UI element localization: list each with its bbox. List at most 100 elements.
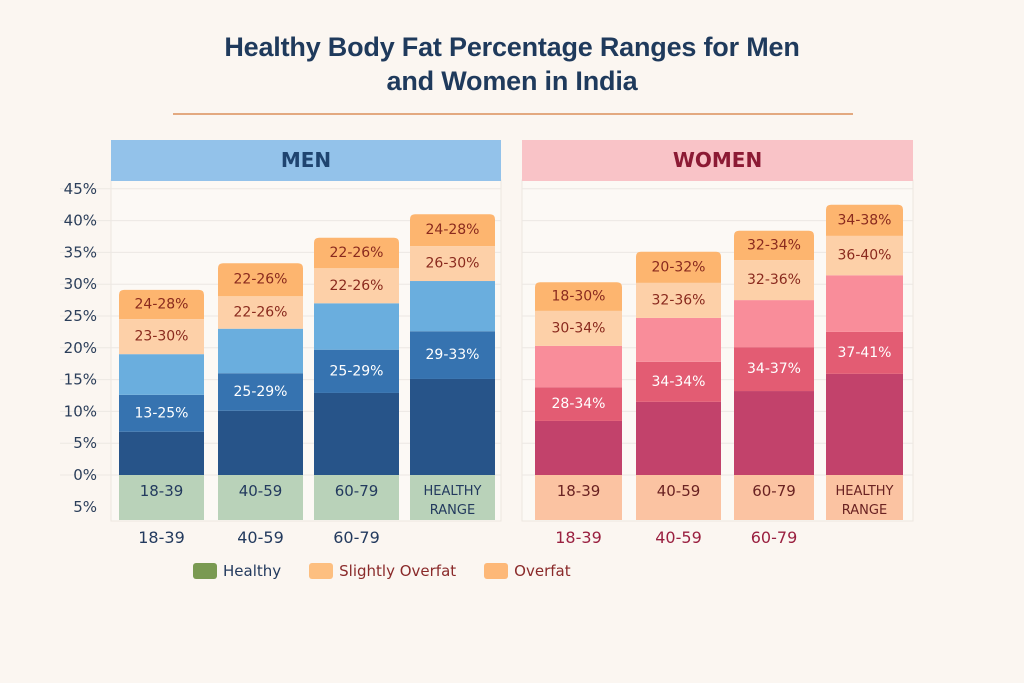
- legend-swatch-healthy: [193, 563, 217, 579]
- y-tick-label: 0%: [73, 466, 97, 484]
- legend-item-slightly-overfat: Slightly Overfat: [309, 562, 456, 580]
- chart-title-line-2: and Women in India: [386, 66, 638, 96]
- women-segment-label: 18-30%: [552, 289, 606, 305]
- men-bar-segment: [218, 296, 303, 329]
- men-bar-segment: [314, 237, 399, 269]
- women-bar-segment: [826, 275, 903, 332]
- women-bar-segment: [535, 345, 622, 388]
- chart-title-line-1: Healthy Body Fat Percentage Ranges for M…: [224, 32, 800, 62]
- women-bar-segment: [636, 361, 721, 402]
- men-bar-segment: [410, 331, 495, 379]
- women-panel-header: [522, 140, 913, 181]
- women-segment-label: 34-37%: [747, 361, 801, 377]
- women-bar-segment: [636, 251, 721, 283]
- men-bar-segment: [218, 410, 303, 475]
- women-bar-segment: [734, 260, 814, 301]
- women-panel-title: WOMEN: [673, 148, 762, 172]
- y-tick-label: 10%: [64, 402, 97, 420]
- men-segment-label: 22-26%: [330, 278, 384, 294]
- men-bar-segment: [410, 214, 495, 247]
- y-tick-label: 25%: [64, 307, 97, 325]
- women-bar-base: [636, 475, 721, 520]
- women-bar-segment: [826, 235, 903, 276]
- title-divider: [173, 113, 853, 115]
- women-bar-base-label: 40-59: [657, 482, 701, 500]
- women-bar-segment: [826, 331, 903, 374]
- men-bar-segment: [218, 328, 303, 374]
- y-tick-label: 5%: [73, 434, 97, 452]
- women-segment-label: 34-34%: [652, 374, 706, 390]
- men-bar-base: [119, 475, 204, 520]
- women-bar-segment: [535, 387, 622, 421]
- y-tick-label: 20%: [64, 339, 97, 357]
- men-segment-label: 24-28%: [426, 222, 480, 238]
- men-segment-label: 29-33%: [426, 347, 480, 363]
- women-segment-label: 37-41%: [838, 345, 892, 361]
- women-segment-label: 32-36%: [652, 292, 706, 308]
- y-tick-label: 45%: [64, 180, 97, 198]
- women-category-label: 40-59: [655, 528, 702, 547]
- men-bar-segment: [218, 263, 303, 297]
- women-bar-base-label: RANGE: [842, 503, 887, 518]
- women-bar-segment: [734, 230, 814, 261]
- men-bar-segment: [218, 373, 303, 411]
- men-bar-segment: [119, 289, 204, 320]
- women-bar-base-label: 18-39: [557, 482, 601, 500]
- men-bar-segment: [314, 268, 399, 304]
- legend-label-healthy: Healthy: [223, 562, 282, 580]
- men-panel-header: [111, 140, 501, 181]
- legend-item-healthy: Healthy: [193, 562, 281, 580]
- y-tick-label: 35%: [64, 243, 97, 261]
- women-bar-segment: [636, 282, 721, 318]
- women-category-label: 60-79: [751, 528, 798, 547]
- men-segment-label: 24-28%: [135, 297, 189, 313]
- women-bar-segment: [636, 401, 721, 475]
- women-segment-label: 36-40%: [838, 248, 892, 264]
- men-bar-base-label: RANGE: [430, 503, 475, 518]
- men-bar-segment: [119, 319, 204, 355]
- women-category-label: 18-39: [555, 528, 602, 547]
- y-tick-label: 5%: [73, 498, 97, 516]
- men-bar-segment: [119, 394, 204, 432]
- men-segment-label: 25-29%: [234, 384, 288, 400]
- men-category-label: 60-79: [333, 528, 380, 547]
- women-segment-label: 32-34%: [747, 237, 801, 253]
- men-bar-segment: [314, 392, 399, 475]
- y-tick-label: 40%: [64, 212, 97, 230]
- men-category-label: 18-39: [138, 528, 185, 547]
- men-bar-base: [218, 475, 303, 520]
- women-segment-label: 32-36%: [747, 272, 801, 288]
- women-bar-segment: [636, 317, 721, 362]
- men-bar-segment: [119, 431, 204, 475]
- women-bar-segment: [734, 391, 814, 475]
- women-bar-segment: [826, 373, 903, 475]
- women-segment-label: 28-34%: [552, 396, 606, 412]
- chart-title: Healthy Body Fat Percentage Ranges for M…: [0, 30, 1024, 98]
- men-bar-segment: [410, 246, 495, 282]
- men-segment-label: 22-26%: [234, 272, 288, 288]
- men-segment-label: 23-30%: [135, 329, 189, 345]
- men-bar-segment: [410, 281, 495, 332]
- women-bar-segment: [826, 204, 903, 236]
- men-bar-base-label: 18-39: [140, 482, 184, 500]
- men-segment-label: 13-25%: [135, 405, 189, 421]
- women-segment-label: 34-38%: [838, 212, 892, 228]
- women-bar-base-label: 60-79: [752, 482, 796, 500]
- men-bar-segment: [314, 349, 399, 393]
- y-tick-label: 30%: [64, 275, 97, 293]
- men-bar-base-label: 40-59: [239, 482, 283, 500]
- women-bar-base: [734, 475, 814, 520]
- women-bar-base: [826, 475, 903, 520]
- men-panel-title: MEN: [281, 148, 331, 172]
- women-bar-base: [535, 475, 622, 520]
- men-bar-base: [410, 475, 495, 520]
- men-segment-label: 26-30%: [426, 256, 480, 272]
- legend-label-overfat: Overfat: [514, 562, 571, 580]
- men-segment-label: 22-26%: [330, 245, 384, 261]
- women-bar-segment: [535, 420, 622, 475]
- men-bar-base: [314, 475, 399, 520]
- men-segment-label: 22-26%: [234, 305, 288, 321]
- men-segment-label: 25-29%: [330, 363, 384, 379]
- women-bar-segment: [734, 347, 814, 392]
